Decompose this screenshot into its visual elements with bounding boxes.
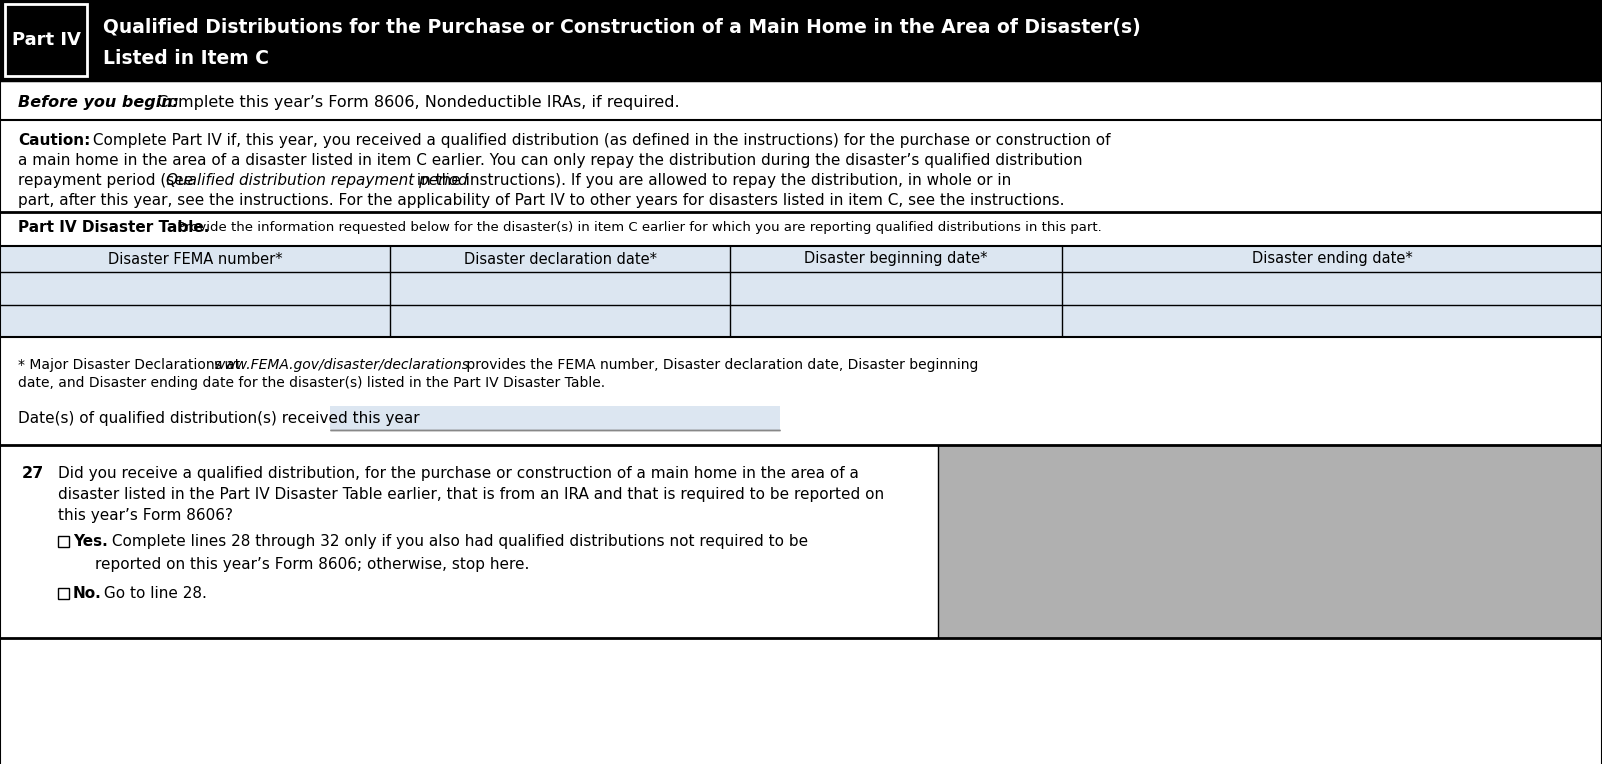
Text: in the instructions). If you are allowed to repay the distribution, in whole or : in the instructions). If you are allowed… bbox=[412, 173, 1011, 188]
Text: reported on this year’s Form 8606; otherwise, stop here.: reported on this year’s Form 8606; other… bbox=[95, 557, 529, 572]
Text: a main home in the area of a disaster listed in item C earlier. You can only rep: a main home in the area of a disaster li… bbox=[18, 153, 1083, 168]
Text: 27: 27 bbox=[22, 466, 45, 481]
Bar bbox=[58, 536, 69, 547]
Text: Complete lines 28 through 32 only if you also had qualified distributions not re: Complete lines 28 through 32 only if you… bbox=[107, 534, 807, 549]
Bar bbox=[330, 406, 780, 430]
Text: Provide the information requested below for the disaster(s) in item C earlier fo: Provide the information requested below … bbox=[173, 222, 1102, 235]
Text: Qualified distribution repayment period: Qualified distribution repayment period bbox=[167, 173, 468, 188]
Text: Disaster ending date*: Disaster ending date* bbox=[1251, 251, 1413, 267]
Bar bbox=[0, 272, 1602, 305]
Bar bbox=[58, 588, 69, 599]
Text: Complete this year’s Form 8606, Nondeductible IRAs, if required.: Complete this year’s Form 8606, Nondeduc… bbox=[152, 96, 679, 111]
Text: repayment period (see: repayment period (see bbox=[18, 173, 199, 188]
Text: Disaster beginning date*: Disaster beginning date* bbox=[804, 251, 988, 267]
Text: Qualified Distributions for the Purchase or Construction of a Main Home in the A: Qualified Distributions for the Purchase… bbox=[103, 18, 1141, 37]
Text: this year’s Form 8606?: this year’s Form 8606? bbox=[58, 508, 232, 523]
Bar bbox=[5, 4, 87, 76]
Text: Part IV Disaster Table.: Part IV Disaster Table. bbox=[18, 221, 210, 235]
Text: Go to line 28.: Go to line 28. bbox=[99, 586, 207, 601]
Bar bbox=[0, 305, 1602, 337]
Text: Disaster declaration date*: Disaster declaration date* bbox=[463, 251, 657, 267]
Text: Complete Part IV if, this year, you received a qualified distribution (as define: Complete Part IV if, this year, you rece… bbox=[88, 133, 1110, 148]
Bar bbox=[939, 445, 1602, 638]
Text: part, after this year, see the instructions. For the applicability of Part IV to: part, after this year, see the instructi… bbox=[18, 193, 1064, 208]
Text: date, and Disaster ending date for the disaster(s) listed in the Part IV Disaste: date, and Disaster ending date for the d… bbox=[18, 376, 606, 390]
Bar bbox=[0, 246, 1602, 272]
Text: www.FEMA.gov/disaster/declarations: www.FEMA.gov/disaster/declarations bbox=[215, 358, 469, 372]
Text: Date(s) of qualified distribution(s) received this year: Date(s) of qualified distribution(s) rec… bbox=[18, 410, 420, 426]
Bar bbox=[0, 0, 1602, 80]
Text: Caution:: Caution: bbox=[18, 133, 90, 148]
Text: provides the FEMA number, Disaster declaration date, Disaster beginning: provides the FEMA number, Disaster decla… bbox=[461, 358, 979, 372]
Text: disaster listed in the Part IV Disaster Table earlier, that is from an IRA and t: disaster listed in the Part IV Disaster … bbox=[58, 487, 884, 502]
Text: Did you receive a qualified distribution, for the purchase or construction of a : Did you receive a qualified distribution… bbox=[58, 466, 859, 481]
Text: Before you begin:: Before you begin: bbox=[18, 96, 179, 111]
Text: No.: No. bbox=[74, 586, 103, 601]
Text: Listed in Item C: Listed in Item C bbox=[103, 48, 269, 67]
Text: * Major Disaster Declarations at: * Major Disaster Declarations at bbox=[18, 358, 245, 372]
Text: Yes.: Yes. bbox=[74, 534, 107, 549]
Text: Part IV: Part IV bbox=[11, 31, 80, 49]
Text: Disaster FEMA number*: Disaster FEMA number* bbox=[107, 251, 282, 267]
